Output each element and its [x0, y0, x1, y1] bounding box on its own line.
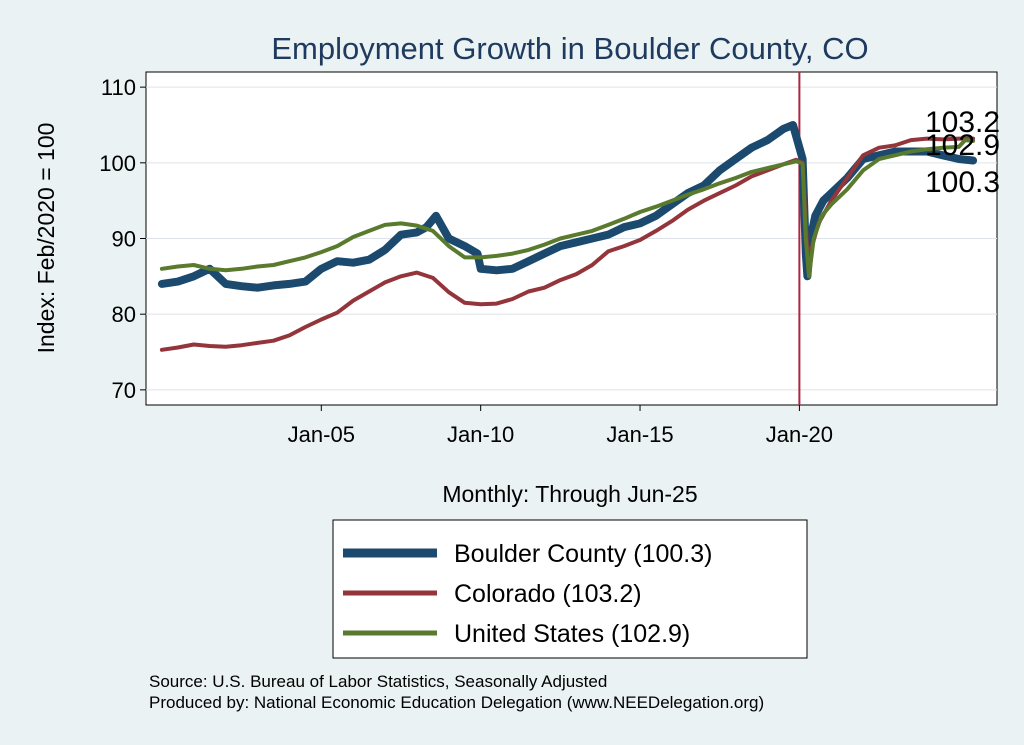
- legend: Boulder County (100.3) Colorado (103.2) Un…: [343, 540, 712, 648]
- series-line-1: [159, 136, 976, 352]
- producer-line: Produced by: National Economic Education…: [149, 693, 764, 712]
- y-tick-label: 100: [99, 151, 136, 176]
- legend-label-2: United States (102.9): [454, 620, 690, 648]
- end-label-2: 102.9: [925, 129, 1000, 162]
- series-line-2: [159, 138, 976, 279]
- x-axis-label: Monthly: Through Jun-25: [442, 481, 697, 507]
- series-lines: [157, 121, 978, 352]
- legend-label-1: Colorado (103.2): [454, 580, 642, 608]
- gridlines: [146, 86, 997, 391]
- end-label-1: 103.2: [925, 106, 1000, 139]
- y-axis: 70 80 90 100 110: [99, 75, 146, 403]
- x-tick-label: Jan-10: [447, 422, 514, 447]
- end-label-0: 100.3: [925, 166, 1000, 199]
- y-tick-label: 70: [112, 378, 136, 403]
- y-axis-label: Index: Feb/2020 = 100: [33, 123, 59, 354]
- source-line: Source: U.S. Bureau of Labor Statistics,…: [149, 672, 607, 691]
- series-line-0: [157, 121, 978, 292]
- x-tick-label: Jan-15: [606, 422, 673, 447]
- y-tick-label: 90: [112, 227, 136, 252]
- chart-title: Employment Growth in Boulder County, CO: [271, 31, 868, 66]
- x-tick-label: Jan-20: [766, 422, 833, 447]
- y-tick-label: 110: [101, 75, 136, 100]
- x-tick-label: Jan-05: [288, 422, 355, 447]
- x-axis: Jan-05 Jan-10 Jan-15 Jan-20: [288, 405, 833, 447]
- legend-label-0: Boulder County (100.3): [454, 540, 712, 568]
- y-tick-label: 80: [112, 302, 136, 327]
